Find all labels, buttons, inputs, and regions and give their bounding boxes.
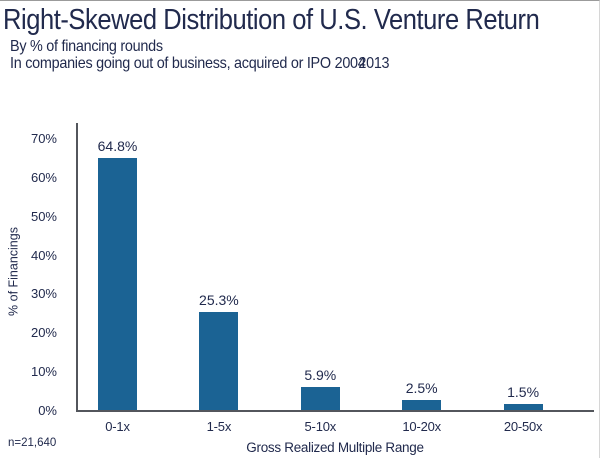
subtitle-year-end: 2013 [358, 55, 390, 72]
bar-5-10x [300, 387, 340, 410]
y-tick-label: 40% [30, 247, 57, 263]
x-tick-label: 20-50x [503, 419, 543, 434]
bar-10-20x [402, 400, 442, 410]
x-axis-line [76, 410, 594, 412]
bar-value-label: 1.5% [507, 384, 540, 400]
subtitle-line-2-text: In companies going out of business, acqu… [10, 55, 331, 72]
bar-1-5x [199, 312, 239, 410]
x-tick-label: 5-10x [304, 419, 337, 434]
y-axis-line [76, 123, 78, 412]
y-tick-label: 50% [30, 208, 57, 224]
bar-value-label: 2.5% [405, 380, 438, 396]
bar-value-label: 25.3% [199, 292, 239, 308]
y-axis-title: % of Financings [6, 227, 21, 316]
x-tick-label: 10-20x [402, 419, 441, 434]
subtitle-line-1: By % of financing rounds [10, 38, 163, 55]
sample-size-note: n=21,640 [8, 437, 57, 449]
bar-0-1x [98, 158, 137, 410]
page-title: Right-Skewed Distribution of U.S. Ventur… [3, 4, 540, 36]
bar-value-label: 5.9% [304, 367, 337, 383]
x-axis-title: Gross Realized Multiple Range [246, 440, 424, 455]
y-tick-label: 0% [38, 403, 57, 418]
y-tick-label: 30% [30, 286, 57, 302]
x-tick-label: 0-1x [105, 419, 130, 434]
subtitle-year-start: 2004 [334, 55, 366, 72]
y-tick-label: 60% [30, 169, 57, 185]
y-tick-label: 70% [30, 130, 57, 146]
bar-20-50x [503, 404, 543, 410]
y-tick-label: 10% [30, 364, 57, 380]
subtitle-line-2: In companies going out of business, acqu… [10, 55, 390, 72]
x-tick-label: 1-5x [206, 419, 232, 434]
subtitle: By % of financing rounds In companies go… [10, 38, 390, 73]
bar-value-label: 64.8% [97, 138, 138, 154]
y-tick-label: 20% [30, 325, 57, 341]
